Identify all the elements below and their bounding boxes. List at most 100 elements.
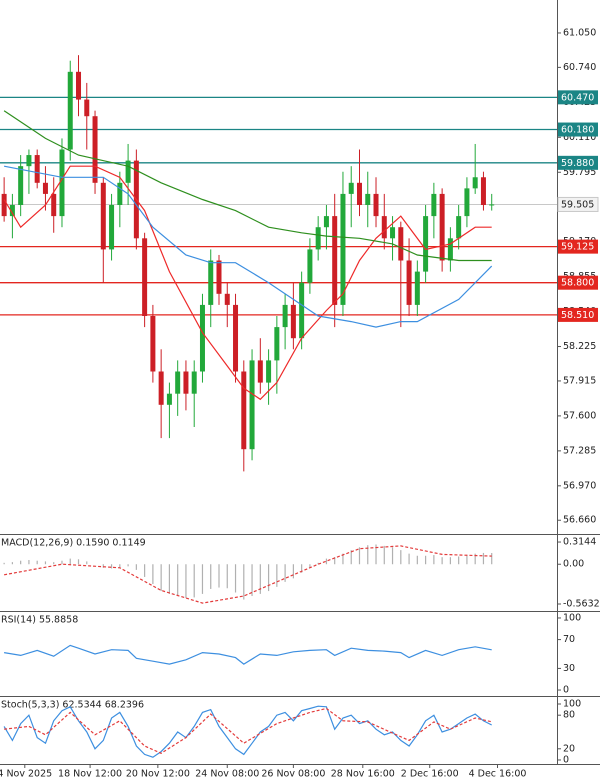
y-tick-label: 30 bbox=[563, 663, 575, 674]
level-label-box bbox=[558, 122, 598, 137]
level-label: 60.180 bbox=[561, 125, 594, 136]
level-label-box bbox=[558, 155, 598, 170]
candle-body bbox=[249, 360, 255, 450]
candle-body bbox=[51, 193, 57, 217]
level-label: 60.470 bbox=[561, 92, 594, 103]
y-tick-label: 57.915 bbox=[563, 375, 596, 386]
candle-body bbox=[340, 193, 346, 305]
candle-body bbox=[423, 216, 429, 272]
candle-body bbox=[489, 204, 495, 206]
candle-body bbox=[315, 227, 321, 250]
candle-body bbox=[307, 249, 313, 283]
candle-body bbox=[299, 282, 305, 339]
last-price-label: 59.505 bbox=[561, 199, 594, 210]
level-label: 59.125 bbox=[561, 242, 594, 253]
y-tick-label: 20 bbox=[563, 743, 575, 754]
candle-body bbox=[447, 238, 453, 261]
candle-body bbox=[348, 182, 354, 194]
y-tick-label: -0.5632 bbox=[563, 599, 600, 610]
candle-body bbox=[431, 193, 437, 217]
panel-title: MACD(12,26,9) 0.1590 0.1149 bbox=[1, 538, 146, 549]
y-tick-label: 58.225 bbox=[563, 341, 596, 352]
panel-title: RSI(14) 55.8858 bbox=[1, 615, 78, 626]
candle-body bbox=[150, 316, 156, 372]
indicator-line bbox=[3, 165, 493, 328]
candle-body bbox=[439, 193, 445, 261]
candle-body bbox=[266, 360, 272, 383]
candle-body bbox=[480, 177, 486, 206]
indicator-line bbox=[4, 644, 492, 665]
candle-body bbox=[381, 216, 387, 239]
y-tick-label: 0 bbox=[563, 685, 569, 696]
candle-body bbox=[390, 227, 396, 239]
indicator-line bbox=[4, 707, 492, 754]
candle-body bbox=[100, 182, 106, 250]
candle-body bbox=[398, 227, 404, 261]
y-tick-label: 57.600 bbox=[563, 410, 596, 421]
x-tick-label: 28 Nov 16:00 bbox=[331, 769, 395, 780]
indicator-line bbox=[3, 110, 492, 262]
level-label-box bbox=[558, 239, 598, 254]
candle-body bbox=[241, 371, 247, 450]
y-tick-label: 0.3144 bbox=[563, 537, 596, 548]
candle-body bbox=[199, 304, 205, 372]
candle-body bbox=[84, 99, 90, 117]
candle-body bbox=[406, 260, 412, 305]
candle-body bbox=[464, 188, 470, 217]
candle-body bbox=[92, 116, 98, 183]
level-label: 58.510 bbox=[561, 310, 594, 321]
candle-body bbox=[158, 371, 164, 405]
y-tick-label: 0.00 bbox=[563, 559, 584, 570]
candle-body bbox=[373, 193, 379, 217]
y-tick-label: 100 bbox=[563, 612, 581, 623]
y-tick-label: 56.660 bbox=[563, 515, 596, 526]
indicator-line bbox=[3, 545, 492, 604]
y-tick-label: 61.050 bbox=[563, 27, 596, 38]
candle-body bbox=[290, 304, 296, 339]
x-tick-label: 20 Nov 12:00 bbox=[126, 769, 190, 780]
candle-body bbox=[109, 205, 115, 250]
x-tick-label: 18 Nov 12:00 bbox=[58, 769, 122, 780]
candle-body bbox=[472, 177, 478, 189]
candle-body bbox=[208, 260, 214, 305]
candle-body bbox=[9, 205, 15, 217]
candle-body bbox=[125, 160, 131, 183]
candle-body bbox=[26, 155, 32, 167]
y-tick-label: 60.110 bbox=[563, 132, 596, 143]
level-label-box bbox=[558, 307, 598, 322]
candle-body bbox=[67, 71, 73, 150]
candle-body bbox=[183, 371, 189, 394]
y-tick-label: 70 bbox=[563, 634, 575, 645]
candle-body bbox=[365, 193, 371, 206]
candle-body bbox=[175, 371, 181, 394]
level-label: 59.880 bbox=[561, 158, 594, 169]
candle-body bbox=[1, 193, 7, 217]
candle-body bbox=[356, 182, 362, 206]
x-tick-label: 4 Dec 16:00 bbox=[469, 769, 527, 780]
x-tick-label: 24 Nov 08:00 bbox=[195, 769, 259, 780]
x-tick-label: 26 Nov 08:00 bbox=[261, 769, 325, 780]
candle-body bbox=[166, 393, 172, 405]
indicator-line bbox=[3, 705, 492, 758]
y-tick-label: 80 bbox=[563, 710, 575, 721]
candle-body bbox=[216, 260, 222, 294]
y-tick-label: 100 bbox=[563, 698, 581, 709]
y-tick-label: 0 bbox=[563, 754, 569, 765]
y-tick-label: 60.740 bbox=[563, 62, 596, 73]
candle-body bbox=[59, 149, 65, 217]
candle-body bbox=[282, 304, 288, 328]
candle-body bbox=[323, 216, 329, 228]
candle-body bbox=[142, 238, 148, 317]
candle-body bbox=[274, 327, 280, 361]
candle-body bbox=[117, 182, 123, 206]
candle-body bbox=[332, 216, 338, 305]
candle-body bbox=[456, 216, 462, 239]
candle-body bbox=[18, 166, 24, 206]
candle-body bbox=[257, 360, 263, 383]
candle-body bbox=[34, 155, 40, 183]
candle-body bbox=[414, 271, 420, 305]
level-label-box bbox=[558, 275, 598, 290]
y-tick-label: 59.795 bbox=[563, 167, 596, 178]
